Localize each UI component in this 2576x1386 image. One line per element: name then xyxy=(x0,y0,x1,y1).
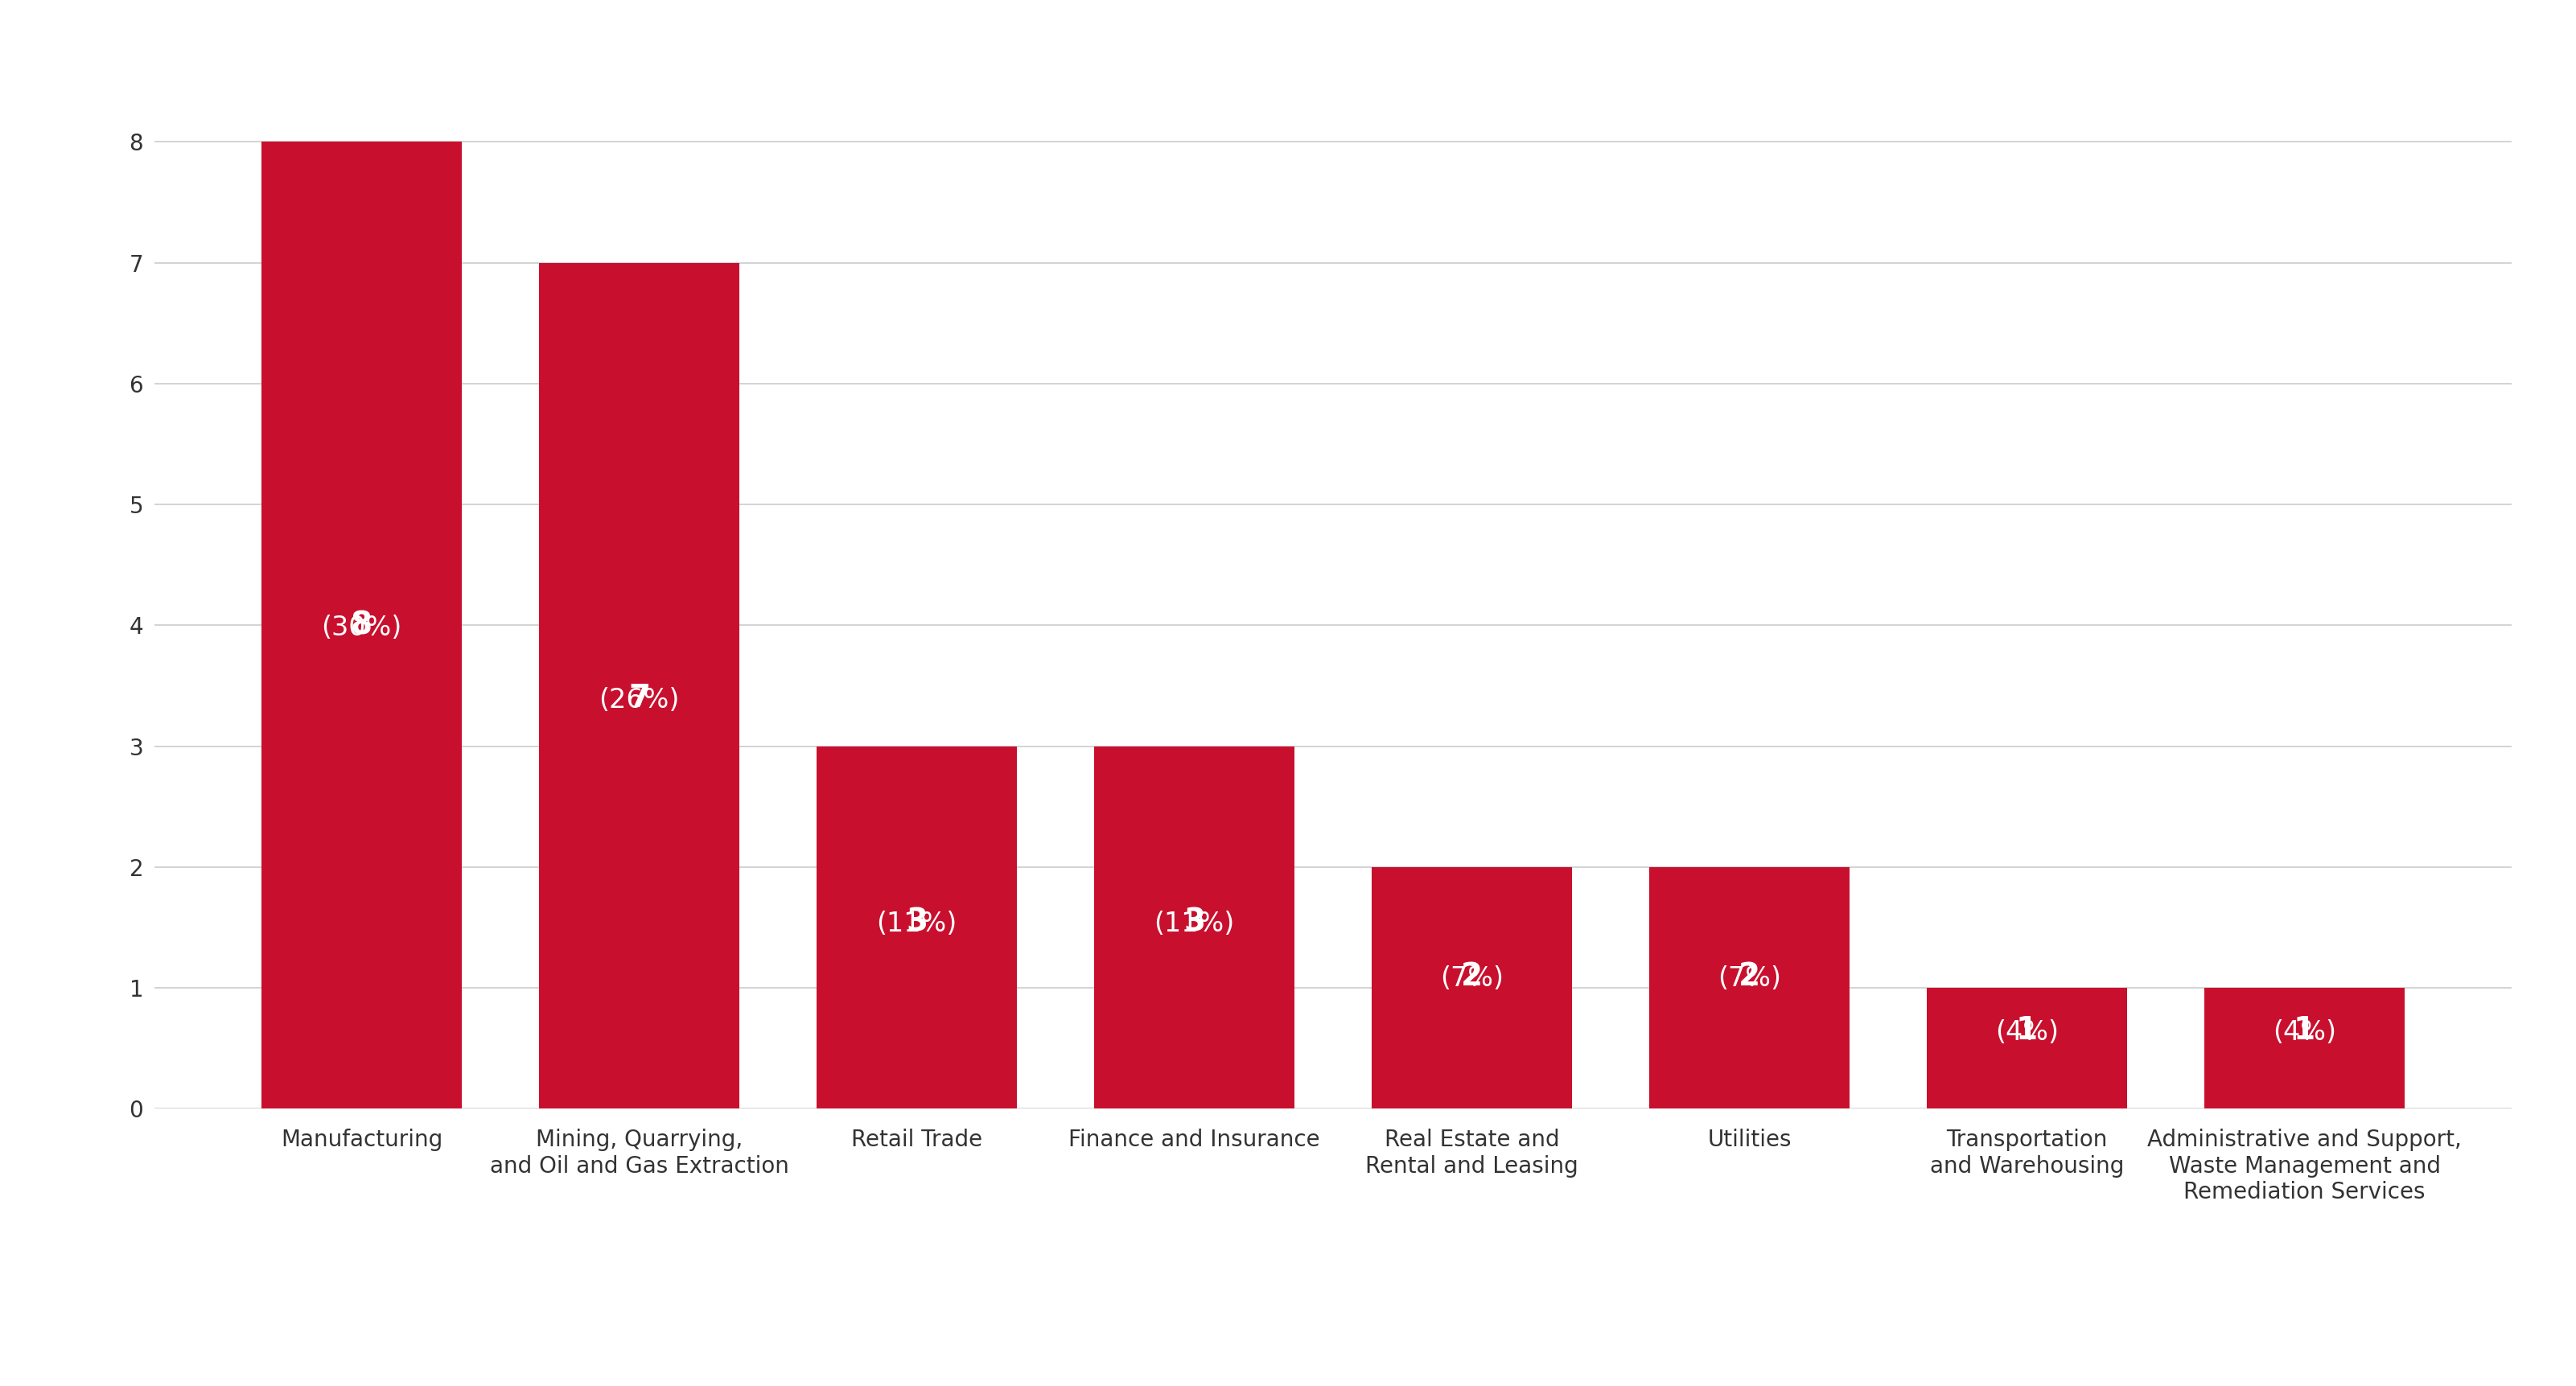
Text: (4%): (4%) xyxy=(1996,988,2058,1046)
Text: (11%): (11%) xyxy=(876,880,958,937)
Text: 3: 3 xyxy=(1182,906,1206,937)
Text: (26%): (26%) xyxy=(598,657,680,714)
Text: 2: 2 xyxy=(1739,960,1759,991)
Text: (7%): (7%) xyxy=(1718,934,1780,991)
Text: (30%): (30%) xyxy=(322,584,402,642)
Text: 2: 2 xyxy=(1461,960,1484,991)
Text: 1: 1 xyxy=(2017,1016,2038,1046)
Bar xyxy=(1927,988,2128,1109)
Bar xyxy=(817,746,1018,1109)
Text: 3: 3 xyxy=(907,906,927,937)
Text: 8: 8 xyxy=(350,610,374,642)
Text: 7: 7 xyxy=(629,683,649,714)
Text: (7%): (7%) xyxy=(1440,934,1504,991)
Bar xyxy=(2205,988,2403,1109)
Bar xyxy=(1095,746,1293,1109)
Text: 1: 1 xyxy=(2293,1016,2316,1046)
Bar xyxy=(538,263,739,1109)
Bar xyxy=(1649,868,1850,1109)
Text: (4%): (4%) xyxy=(2272,988,2336,1046)
Text: (11%): (11%) xyxy=(1154,880,1234,937)
Bar xyxy=(263,141,461,1109)
Bar xyxy=(1373,868,1571,1109)
